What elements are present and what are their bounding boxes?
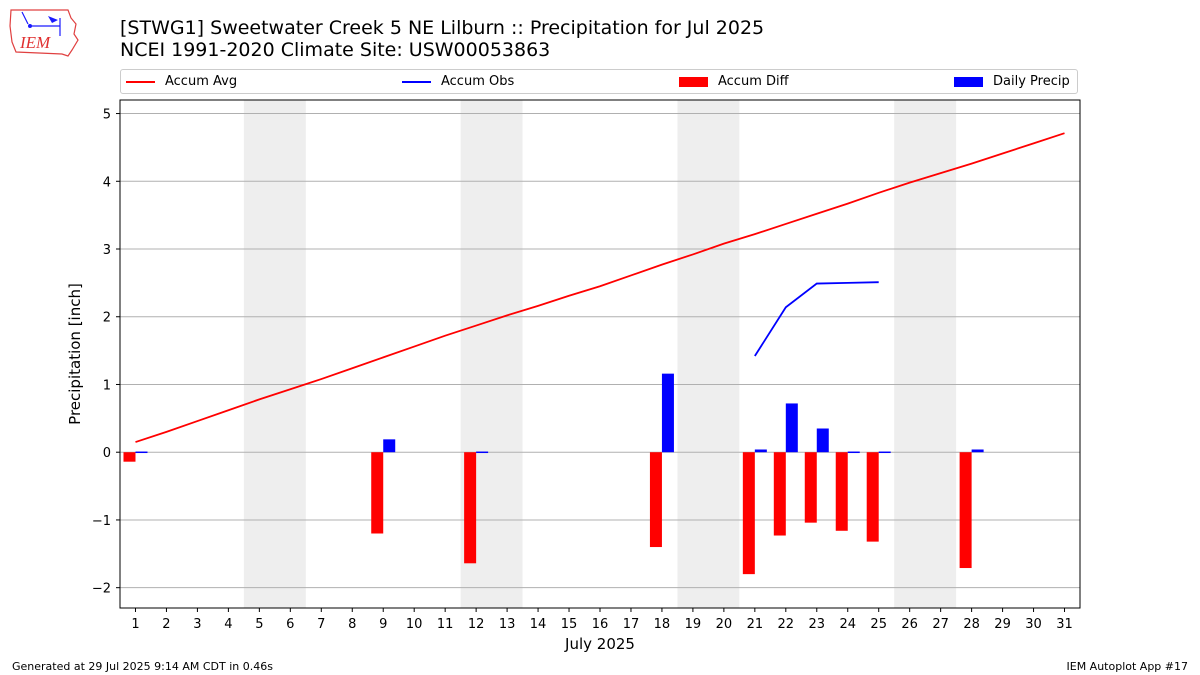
line-accum-obs (754, 281, 879, 357)
y-tick-label: 3 (103, 243, 111, 258)
legend-line-swatch (402, 80, 431, 83)
x-tick-label: 28 (963, 617, 980, 632)
x-tick-label: 14 (530, 617, 547, 632)
legend-item-accum-diff: Accum Diff (679, 74, 789, 89)
y-axis-label: Precipitation [inch] (66, 283, 84, 425)
x-tick-label: 29 (994, 617, 1011, 632)
x-tick-label: 23 (809, 617, 826, 632)
y-tick-label: 0 (103, 446, 111, 461)
legend-line-swatch (126, 80, 155, 83)
logo-text: IEM (19, 33, 51, 52)
bar-daily-precip (754, 449, 767, 453)
x-tick-label: 16 (592, 617, 609, 632)
bar-accum-diff (773, 452, 786, 536)
x-tick-label: 31 (1056, 617, 1073, 632)
x-tick-label: 30 (1025, 617, 1042, 632)
x-tick-label: 5 (255, 617, 263, 632)
bar-accum-diff (742, 452, 755, 575)
x-tick-label: 13 (499, 617, 516, 632)
legend-label: Daily Precip (993, 74, 1070, 89)
x-tick-label: 6 (286, 617, 294, 632)
weekend-band (677, 100, 740, 608)
y-tick-label: −1 (92, 514, 111, 529)
x-axis-label: July 2025 (564, 635, 635, 653)
x-tick-label: 21 (747, 617, 764, 632)
y-tick-label: 5 (103, 108, 111, 123)
legend-label: Accum Diff (718, 74, 789, 89)
x-tick-label: 22 (778, 617, 795, 632)
x-tick-label: 10 (406, 617, 423, 632)
iem-logo: IEM (9, 9, 79, 57)
chart-subtitle: NCEI 1991-2020 Climate Site: USW00053863 (120, 39, 551, 61)
weekend-band (894, 100, 957, 608)
bar-daily-precip (383, 439, 396, 453)
x-tick-label: 4 (224, 617, 232, 632)
x-tick-label: 2 (162, 617, 170, 632)
bar-accum-diff (123, 452, 136, 462)
x-tick-label: 11 (437, 617, 454, 632)
legend-item-accum-obs: Accum Obs (402, 74, 514, 89)
x-tick-label: 20 (716, 617, 733, 632)
x-tick-label: 25 (870, 617, 887, 632)
footer-app: IEM Autoplot App #17 (1066, 660, 1189, 673)
y-tick-label: −2 (92, 582, 111, 597)
bar-accum-diff (959, 452, 972, 569)
legend-label: Accum Obs (441, 74, 515, 89)
y-tick-label: 1 (103, 378, 111, 393)
bar-accum-diff (804, 452, 817, 523)
line-accum-avg (135, 132, 1065, 443)
y-tick-label: 4 (103, 175, 111, 190)
weekend-band (243, 100, 306, 608)
x-tick-label: 9 (379, 617, 387, 632)
x-tick-label: 8 (348, 617, 356, 632)
x-tick-label: 19 (685, 617, 702, 632)
x-tick-label: 1 (131, 617, 139, 632)
bar-accum-diff (835, 452, 848, 531)
bar-daily-precip (135, 451, 148, 454)
bar-daily-precip (847, 451, 860, 454)
bar-accum-diff (649, 452, 662, 548)
legend: Accum Avg Accum Obs Accum Diff Daily Pre… (120, 69, 1078, 94)
bar-daily-precip (816, 428, 829, 453)
y-tick-label: 2 (103, 311, 111, 326)
x-tick-label: 24 (839, 617, 856, 632)
x-tick-label: 18 (654, 617, 671, 632)
chart-title: [STWG1] Sweetwater Creek 5 NE Lilburn ::… (120, 17, 765, 39)
bar-daily-precip (971, 449, 984, 453)
x-tick-label: 15 (561, 617, 578, 632)
bar-daily-precip (878, 451, 891, 454)
legend-item-accum-avg: Accum Avg (126, 74, 237, 89)
footer-generated: Generated at 29 Jul 2025 9:14 AM CDT in … (12, 660, 273, 673)
bar-daily-precip (785, 403, 798, 453)
x-tick-label: 7 (317, 617, 325, 632)
bar-accum-diff (866, 452, 879, 542)
bar-accum-diff (371, 452, 384, 534)
bar-accum-diff (464, 452, 477, 564)
x-tick-label: 26 (901, 617, 918, 632)
x-tick-label: 17 (623, 617, 640, 632)
legend-patch-swatch (679, 76, 708, 87)
bar-daily-precip (661, 373, 674, 453)
x-tick-label: 12 (468, 617, 485, 632)
x-tick-label: 3 (193, 617, 201, 632)
legend-patch-swatch (954, 76, 983, 87)
legend-item-daily-precip: Daily Precip (954, 74, 1070, 89)
x-tick-label: 27 (932, 617, 949, 632)
legend-label: Accum Avg (165, 74, 238, 89)
bar-daily-precip (476, 451, 489, 454)
